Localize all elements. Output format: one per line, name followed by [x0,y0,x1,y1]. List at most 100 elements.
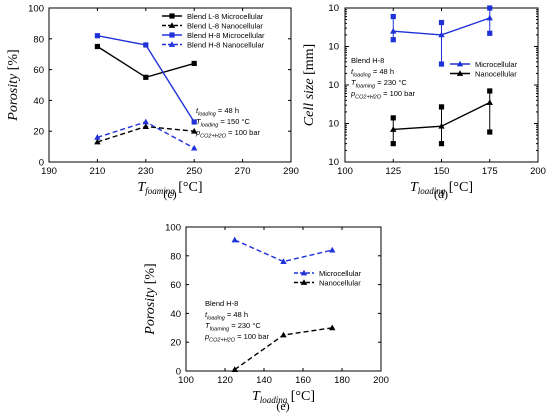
error-cap [487,5,493,11]
data-point [191,60,197,67]
x-tick-label: 125 [385,166,401,177]
x-tick-label: 290 [283,166,299,177]
x-tick-label: 190 [41,166,57,177]
annotation-value: = 48 h [225,310,248,319]
y-tick-label: 20 [170,338,181,349]
x-axis-label-symbol: T [410,180,419,195]
annotation-line: Tfoaming = 230 °C [351,78,407,90]
y-tick-label: 100 [165,223,181,234]
annotation-line: pCO2+H2O = 100 bar [204,332,270,344]
panel-label: (e) [276,399,289,413]
annotation-value: = 100 bar [235,332,269,341]
legend-marker [456,70,464,76]
annotation-subscript: CO2+H2O [200,134,227,140]
x-axis-label-unit: [°C] [175,180,203,195]
y-tick-label: 60 [33,65,44,76]
annotation-symbol: T [205,321,211,330]
x-tick-label: 175 [482,166,498,177]
data-point [94,138,101,145]
legend-marker [168,22,176,28]
data-point [390,126,397,132]
annotation-subscript: CO2+H2O [355,95,382,101]
y-axis-label-unit: [mm] [302,44,317,79]
data-point [94,33,100,39]
x-tick-label: 200 [530,166,546,177]
y-axis-label: Porosity [%] [143,263,158,335]
y-tick-label: 10 [328,80,339,91]
x-tick-label: 100 [337,166,353,177]
error-cap [390,13,396,20]
annotation-subscript: foaming [356,84,377,90]
legend-marker [169,32,175,38]
error-cap [438,141,445,147]
error-cap [438,19,445,26]
plot-frame [48,7,292,163]
data-point [231,236,238,243]
error-cap [438,104,445,110]
x-tick-label: 160 [295,375,311,386]
legend-marker [168,41,176,47]
data-point [142,123,149,129]
error-cap [487,30,493,36]
data-point [438,31,445,38]
legend-label: Nanocellular [475,70,517,79]
x-tick-label: 250 [186,166,202,177]
annotation-value: = 48 h [371,67,394,76]
data-point [94,134,101,140]
series-line [97,45,195,79]
plot-frame [185,226,382,372]
data-point [231,366,238,372]
data-point [390,27,397,34]
y-tick-label: 10 [328,157,339,168]
data-point [142,118,149,125]
annotation-line: Tfoaming = 230 °C [205,321,261,333]
y-tick-label: 10 [328,42,339,53]
annotation-symbol: p [204,332,209,341]
annotation-line: Blend H-8 [205,299,238,308]
legend-marker [300,269,308,276]
annotation-symbol: t [205,310,208,319]
error-cap [390,37,396,43]
annotation-line: Blend H-8 [351,56,384,65]
x-tick-label: 230 [138,166,154,177]
error-cap [390,141,396,147]
x-axis-label-unit: [°C] [445,180,473,195]
x-tick-label: 150 [434,166,450,177]
legend-label: Blend H-8 Microcellular [187,31,265,40]
x-axis-label-unit: [°C] [287,389,315,404]
annotation-value: = 100 bar [226,128,260,137]
annotation-symbol: p [350,89,355,98]
x-tick-label: 210 [89,166,105,177]
y-tick-label: 40 [33,96,44,107]
annotation-symbol: p [195,128,200,137]
y-axis-label-name: Porosity [6,73,21,122]
annotation-subscript: loading [207,316,226,322]
data-point [329,246,336,253]
data-point [143,42,149,48]
annotation-subscript: CO2+H2O [209,338,236,344]
legend-label: Blend L-8 Microcellular [187,12,264,21]
y-tick-label: 0 [39,158,44,169]
x-tick-label: 200 [373,375,389,386]
legend-label: Microcellular [475,60,518,69]
y-axis-label-name: Porosity [143,287,158,336]
y-tick-label: 60 [170,280,181,291]
y-axis-label-name: Cell size [302,78,317,126]
annotation-subscript: foaming [210,327,231,333]
y-tick-label: 0 [176,367,181,378]
error-cap [390,115,396,121]
chart-panel-e: 100 120 140 160 180 200 0 20 40 60 80 100 Tloading [… [143,223,389,414]
error-cap [487,129,493,135]
annotation-symbol: t [351,67,354,76]
x-tick-label: 180 [334,375,350,386]
x-axis-label-symbol: T [137,180,146,195]
chart-panel-d: 10012515017520010-510-410-310-210-1Tload… [302,3,546,201]
data-point [191,144,198,151]
chart-panel-c: 190 210 230 250 270 290 0 20 40 60 80 100 Tfoaming [… [6,4,299,202]
legend-marker [169,13,175,19]
x-tick-label: 120 [217,375,233,386]
y-tick-label: 80 [33,34,44,45]
data-point [94,43,100,50]
error-cap [487,88,493,94]
